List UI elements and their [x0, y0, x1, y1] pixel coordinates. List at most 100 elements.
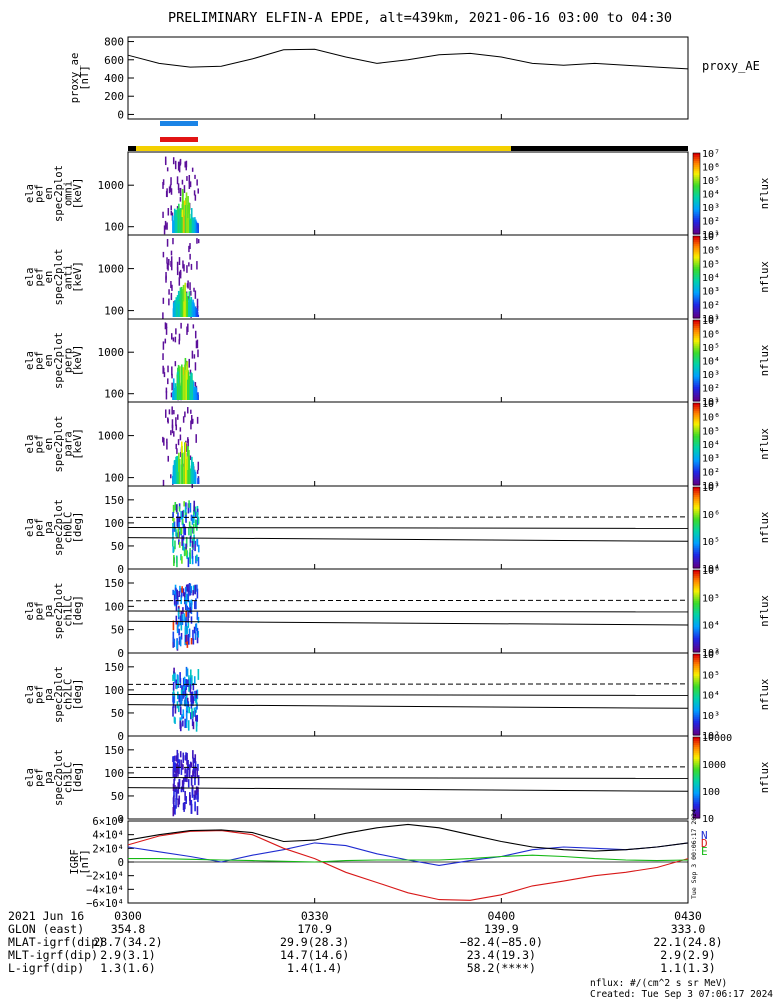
flux-pixel — [170, 280, 172, 289]
flux-pixel — [193, 475, 196, 484]
energy-spectrogram-panel: 1000100elapefenspec2plotomni[keV]10⁷10⁶1… — [24, 149, 771, 241]
colorbar-segment — [693, 684, 700, 687]
colorbar-segment — [693, 301, 700, 305]
colorbar-segment — [693, 686, 700, 690]
colorbar-segment — [693, 608, 700, 612]
colorbar-segment — [693, 250, 700, 253]
flux-pixel — [169, 184, 172, 192]
colorbar-segment — [693, 553, 700, 557]
colorbar-segment — [693, 382, 700, 386]
proxy-ae-panel: proxy_AE 800 600 400 200 0 proxy_ae[nT] — [69, 36, 760, 122]
flux-pixel — [192, 590, 194, 596]
ytick-label: 100 — [104, 221, 124, 234]
colorbar-segment — [693, 390, 700, 394]
footer-row-value: 2.9(2.9) — [660, 948, 715, 962]
pitch-angle-ylabel-line: spec2plot — [53, 749, 65, 806]
colorbar-segment — [693, 179, 700, 182]
flux-pixel — [188, 681, 190, 692]
flux-pixel — [190, 373, 192, 400]
flux-pixel — [172, 504, 175, 513]
colorbar-segment — [693, 797, 700, 801]
flux-pixel — [194, 471, 197, 484]
flux-pixel — [181, 619, 184, 625]
flux-pixel — [174, 502, 177, 511]
flux-pixel — [173, 716, 176, 723]
flux-pixel — [196, 702, 198, 710]
colorbar-tick-label: 10⁵ — [702, 259, 720, 270]
colorbar-segment — [693, 201, 700, 205]
flux-pixel — [174, 593, 177, 600]
flux-pixel — [173, 220, 175, 233]
flux-pixel — [162, 312, 164, 320]
colorbar-segment — [693, 678, 700, 681]
energy-spectrogram-ylabel-line: ela — [24, 184, 36, 203]
energy-spectrogram-ylabel-line: anti — [62, 264, 74, 289]
flux-pixel — [197, 616, 200, 624]
flux-pixel — [177, 439, 180, 446]
ytick-label: 1000 — [98, 179, 125, 192]
flux-pixel — [172, 682, 175, 691]
colorbar-segment — [693, 374, 700, 378]
flux-pixel — [162, 353, 164, 360]
flux-pixel — [180, 322, 182, 329]
flux-pixel — [191, 350, 194, 359]
flux-pixel — [191, 550, 194, 559]
colorbar-frame — [692, 653, 701, 736]
flux-pixel — [186, 296, 189, 317]
pitch-angle-ylabel-line: ch1LC — [62, 595, 74, 627]
flux-pixel — [166, 238, 169, 247]
footer-row-label: 2021 Jun 16 — [8, 909, 84, 923]
colorbar-segment — [693, 531, 700, 535]
footer-row-value: 1.4(1.4) — [287, 961, 342, 975]
colorbar-segment — [693, 291, 700, 294]
flux-pixel — [182, 752, 185, 763]
colorbar-segment — [693, 708, 700, 712]
colorbar-segment — [693, 704, 700, 708]
flux-pixel — [162, 341, 165, 350]
igrf-series-line — [128, 854, 689, 863]
colorbar-segment — [693, 421, 700, 425]
energy-spectrogram-ylabel-line: [keV] — [72, 345, 84, 377]
flux-pixel — [195, 228, 198, 233]
flux-pixel — [167, 455, 170, 462]
colorbar-segment — [693, 266, 700, 270]
colorbar-segment — [693, 737, 700, 740]
flux-pixel — [178, 458, 181, 484]
footer-row-value: 0430 — [674, 909, 702, 923]
flux-pixel — [191, 675, 193, 686]
flux-pixel — [186, 176, 188, 181]
colorbar-segment — [693, 803, 700, 807]
flux-pixel — [180, 554, 182, 561]
colorbar-segment — [693, 643, 700, 647]
colorbar-segment — [693, 260, 700, 264]
flux-pixel — [190, 692, 193, 699]
colorbar-segment — [693, 231, 700, 235]
flux-pixel — [186, 283, 189, 288]
igrf-series-line — [127, 830, 689, 901]
igrf-series-label: N — [701, 829, 708, 842]
colorbar-segment — [693, 722, 700, 726]
flux-pixel — [179, 527, 182, 536]
flux-pixel — [176, 532, 178, 538]
colorbar-label: nflux — [759, 762, 771, 794]
colorbar-segment — [693, 759, 700, 762]
energy-spectrogram-ylabel-line: pef — [34, 184, 46, 203]
flux-pixel — [173, 789, 175, 797]
flux-pixel — [183, 592, 186, 598]
colorbar-segment — [693, 446, 700, 449]
flux-pixel — [190, 695, 192, 702]
colorbar-tick-label: 10² — [702, 300, 720, 311]
flux-pixel — [173, 431, 175, 437]
flux-pixel — [194, 389, 197, 400]
colorbar-segment — [693, 688, 700, 692]
colorbar-tick-label: 1000 — [702, 760, 726, 771]
footnote-units: nflux: #/(cm^2 s sr MeV) — [590, 978, 727, 989]
colorbar-segment — [693, 262, 700, 266]
flux-pixel — [194, 631, 197, 640]
pitch-angle-ylabel-line: pef — [34, 768, 46, 787]
colorbar-segment — [693, 489, 700, 492]
colorbar-tick-label: 10¹ — [702, 397, 720, 408]
footer-row-label: GLON (east) — [8, 922, 84, 936]
energy-spectrogram-ylabel-line: en — [43, 187, 55, 200]
colorbar-segment — [693, 356, 700, 360]
